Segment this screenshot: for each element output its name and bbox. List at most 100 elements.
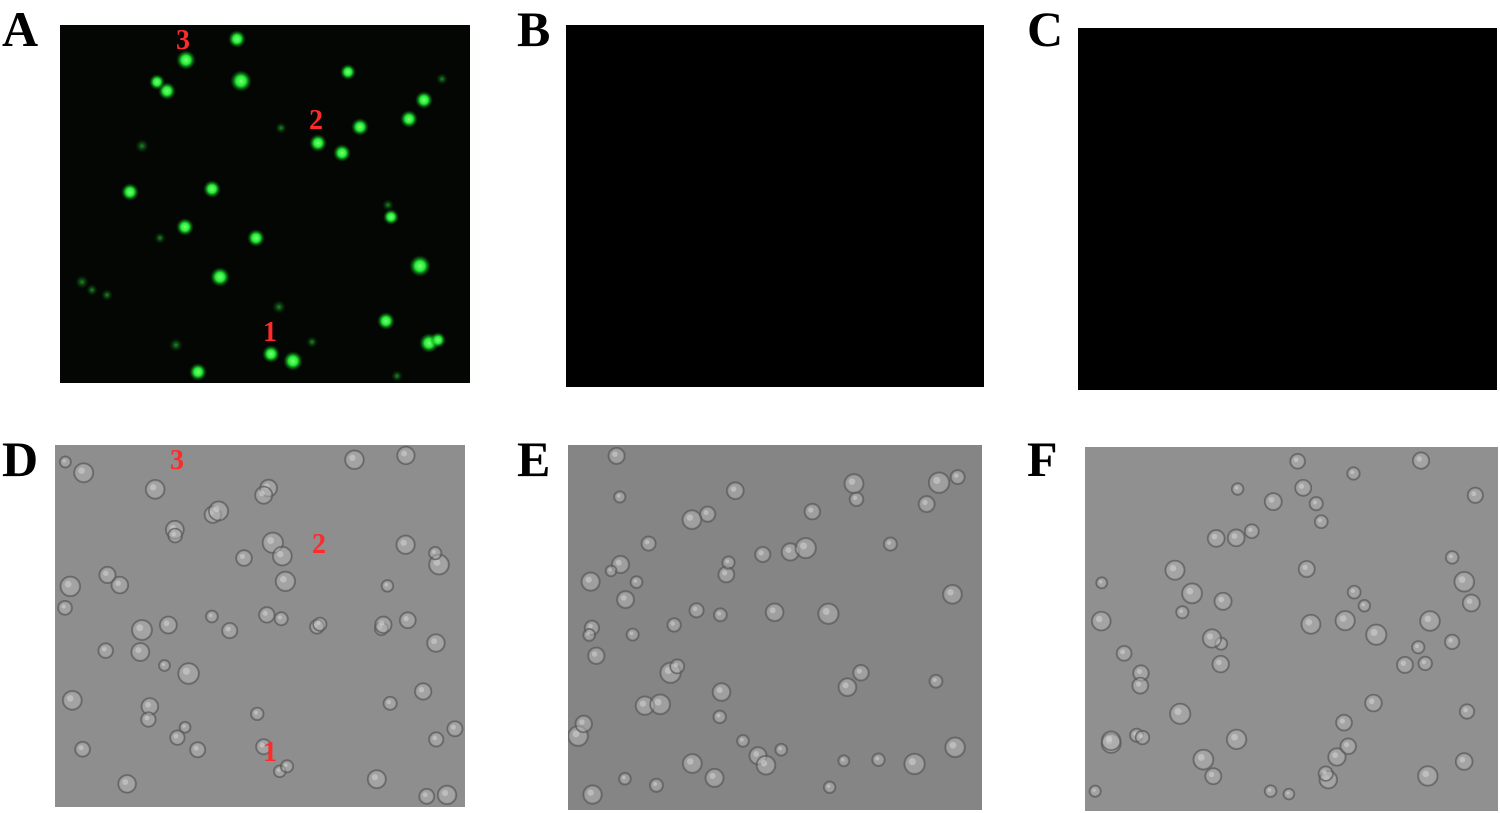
panel-label-f: F (1027, 431, 1058, 487)
brightfield-cell (144, 479, 166, 500)
cell (1458, 576, 1466, 584)
brightfield-cell (1206, 529, 1226, 548)
cell (78, 745, 84, 751)
brightfield-cell (1411, 640, 1426, 655)
cell (778, 746, 782, 751)
brightfield-cell (1458, 703, 1476, 720)
cell (1365, 623, 1388, 646)
cell (1135, 681, 1142, 687)
brightfield-cell (382, 695, 398, 711)
brightfield-cell (255, 738, 273, 756)
brightfield-cell (167, 527, 184, 544)
cell (316, 620, 321, 626)
cell (769, 607, 776, 614)
cell (725, 559, 730, 564)
cell (140, 711, 157, 728)
cell (136, 624, 144, 632)
cell (1263, 492, 1283, 512)
cell (272, 300, 286, 314)
cell (822, 608, 830, 616)
cell (640, 535, 657, 552)
cell (431, 638, 438, 645)
cell (1334, 610, 1356, 632)
brightfield-cell (1100, 730, 1122, 751)
cell (182, 724, 186, 728)
cell (579, 719, 585, 725)
cell-label-3: 3 (170, 445, 184, 476)
brightfield-cell (629, 575, 644, 589)
brightfield-cell (1300, 613, 1322, 635)
brightfield-cell (1417, 655, 1433, 672)
brightfield-cell (380, 579, 395, 593)
cell (673, 662, 679, 668)
brightfield-cell (1364, 693, 1383, 713)
cell (57, 599, 73, 616)
panel-label-d: D (2, 431, 39, 487)
cell (230, 70, 252, 92)
brightfield-cell (271, 545, 293, 567)
cell (428, 731, 445, 748)
brightfield-cell (273, 611, 289, 627)
panel-label-e: E (517, 431, 551, 487)
cell (740, 737, 744, 742)
brightfield-cell (110, 575, 130, 595)
cell (639, 700, 647, 707)
cell (1174, 708, 1182, 716)
cell (254, 710, 258, 715)
brightfield-cell (130, 642, 151, 662)
cell (62, 459, 66, 463)
cell (841, 758, 845, 762)
cell (436, 73, 448, 85)
brightfield-cell (949, 469, 966, 486)
brightfield-cell (582, 628, 597, 642)
cell (1297, 560, 1316, 578)
cell (340, 64, 356, 80)
cell (384, 582, 389, 587)
cell (1302, 564, 1308, 571)
cell (687, 758, 694, 765)
cell (633, 579, 638, 583)
cell (169, 338, 183, 352)
cell (681, 509, 703, 531)
cell (1105, 735, 1113, 742)
brightfield-cell (1419, 610, 1441, 632)
cell (580, 571, 601, 592)
brightfield-cell (57, 599, 73, 616)
cell (586, 632, 590, 636)
panel-e-brightfield-image (568, 445, 982, 810)
cell (1294, 478, 1313, 497)
cell (1471, 491, 1477, 497)
cell (1459, 756, 1466, 763)
panel-label-a: A (2, 1, 39, 57)
cell (852, 495, 858, 501)
cell (1396, 655, 1414, 674)
cell (262, 345, 280, 363)
cell (1243, 523, 1260, 540)
brightfield-cell (917, 495, 936, 514)
cell (1230, 482, 1245, 496)
brightfield-cell (61, 690, 83, 711)
cell (371, 774, 378, 781)
brightfield-cell (649, 693, 672, 716)
brightfield-cell (131, 619, 153, 641)
cell (1115, 645, 1133, 662)
cell (149, 484, 157, 491)
cell (917, 495, 936, 514)
cell (250, 706, 265, 722)
cell (171, 532, 176, 537)
cell (276, 768, 281, 773)
brightfield-cell (1230, 482, 1245, 496)
cell (154, 232, 166, 244)
brightfield-cell (1164, 559, 1186, 581)
brightfield-cell (258, 606, 276, 624)
brightfield-cell (446, 720, 464, 738)
brightfield-cell (754, 545, 772, 564)
cell (947, 589, 954, 596)
brightfield-cell (312, 616, 328, 632)
brightfield-cell (1444, 633, 1461, 650)
cell (115, 580, 121, 587)
cell (1282, 787, 1296, 801)
cell (794, 536, 817, 560)
cell (169, 729, 186, 746)
cell (1350, 470, 1355, 475)
